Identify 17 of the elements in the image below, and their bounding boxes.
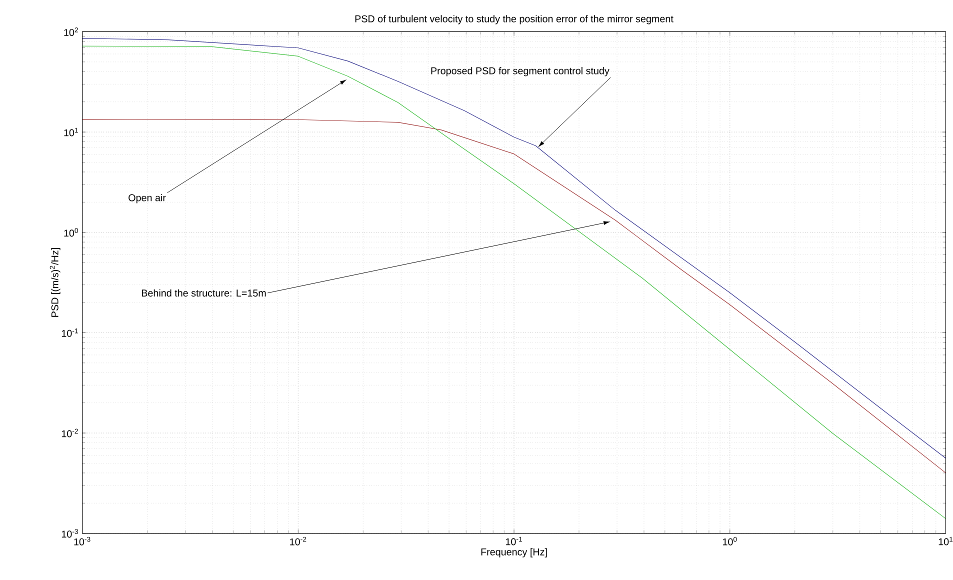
x-tick-label: 10$^{-3}$ (74, 536, 90, 546)
y-tick-label: 10$^{-1}$ (62, 328, 78, 337)
x-axis-title: Frequency [Hz] (481, 548, 547, 558)
x-tick-label: 10$^{-2}$ (290, 536, 306, 546)
y-tick-label: 10$^{2}$ (64, 28, 78, 36)
chart-title: PSD of turbulent velocity to study the position error of the mirror segment (355, 15, 674, 24)
annotation: Open air (128, 194, 166, 204)
x-tick-label: 10$^{-1}$ (506, 536, 522, 546)
annotation: Behind the structure: L=15m (142, 289, 266, 297)
x-tick-label: 10$^{1}$ (938, 536, 953, 546)
y-tick-label: 10$^{0}$ (64, 228, 78, 237)
x-tick-label: 10$^{0}$ (722, 536, 737, 546)
y-tick-label: 10$^{-2}$ (62, 428, 78, 438)
y-tick-label: 10$^{1}$ (64, 128, 78, 136)
y-axis-title: PSD [(m/s)$^{2}$/Hz] (50, 248, 60, 317)
annotation: Proposed PSD for segment control study (431, 67, 610, 76)
y-tick-label: 10$^{-3}$ (62, 529, 78, 538)
